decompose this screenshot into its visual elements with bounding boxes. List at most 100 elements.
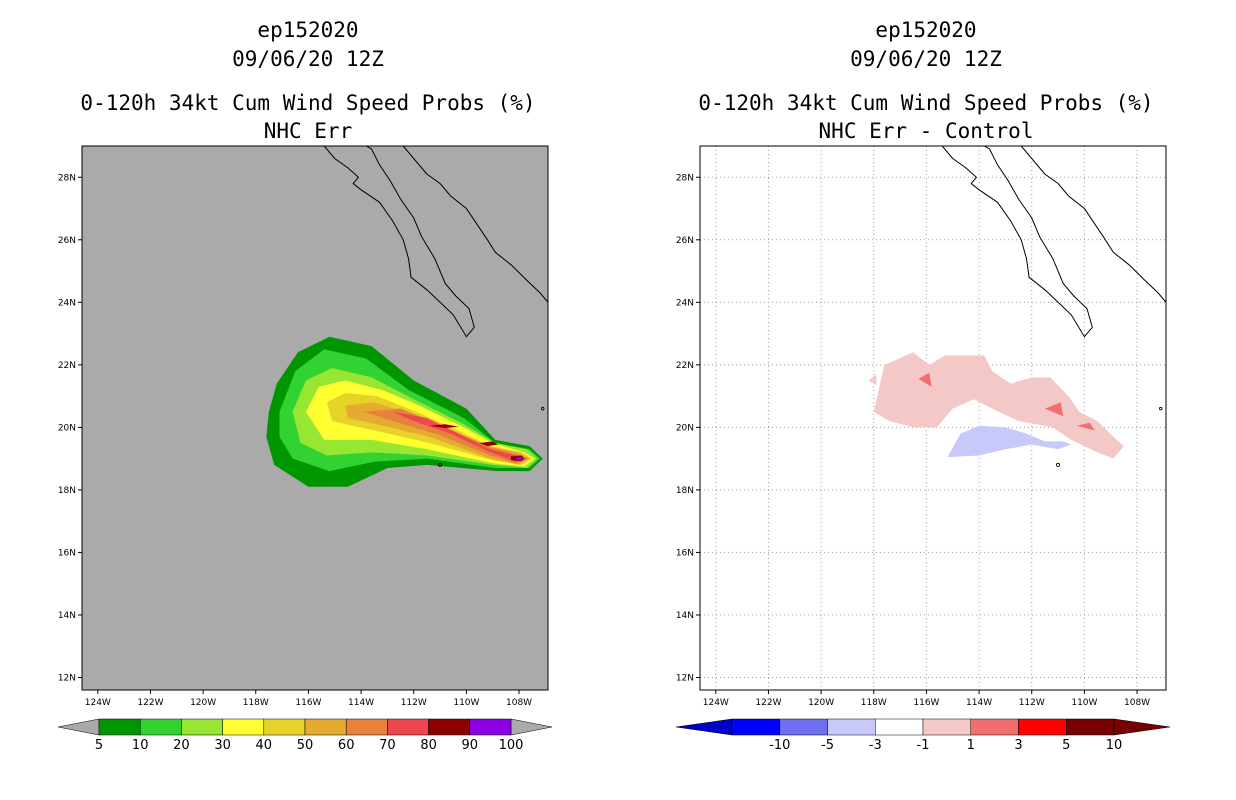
colorbar-label: 3 <box>1014 738 1022 753</box>
colorbar-label: -5 <box>821 738 834 753</box>
island-marker <box>1056 462 1061 467</box>
left-title-date: 09/06/20 12Z <box>232 47 384 71</box>
y-tick-label: 22N <box>58 361 76 371</box>
y-tick-label: 12N <box>676 673 694 683</box>
x-tick-label: 112W <box>401 698 427 708</box>
right-y-ticks: 12N 14N 16N 18N 20N 22N 24N 26N 28N <box>676 173 700 683</box>
colorbar-box <box>875 718 924 736</box>
colorbar-label: 20 <box>173 738 190 753</box>
colorbar-label: 5 <box>95 738 103 753</box>
right-title-storm: ep152020 <box>875 18 976 42</box>
x-tick-label: 114W <box>348 698 374 708</box>
x-tick-label: 118W <box>243 698 269 708</box>
colorbar-label: -1 <box>917 738 930 753</box>
x-tick-label: 120W <box>808 698 834 708</box>
x-tick-label: 116W <box>913 698 939 708</box>
colorbar-box <box>779 718 828 736</box>
colorbar-label: 10 <box>1106 738 1123 753</box>
y-tick-label: 14N <box>676 611 694 621</box>
colorbar-label: -10 <box>769 738 790 753</box>
colorbar-high-triangle <box>510 718 553 736</box>
baja-coastline <box>323 146 475 338</box>
y-tick-label: 26N <box>676 236 694 246</box>
left-title-product: 0-120h 34kt Cum Wind Speed Probs (%) <box>80 91 535 115</box>
island-marker <box>438 462 443 467</box>
y-tick-label: 20N <box>58 423 76 433</box>
colorbar-box <box>304 718 347 736</box>
colorbar-box <box>428 718 471 736</box>
right-x-ticks: 124W 122W 120W 118W 116W 114W 112W 110W 108W <box>703 690 1150 708</box>
contour-level-80 <box>479 441 498 447</box>
x-tick-label: 110W <box>453 698 479 708</box>
left-coastline <box>323 146 548 467</box>
colorbar-box <box>731 718 780 736</box>
contour-level-70 <box>392 411 526 462</box>
x-tick-label: 122W <box>755 698 781 708</box>
colorbar-box <box>387 718 429 736</box>
left-contours <box>266 336 543 487</box>
right-map-frame <box>699 145 1167 691</box>
island-marker <box>541 406 545 411</box>
y-tick-label: 18N <box>676 486 694 496</box>
x-tick-label: 120W <box>190 698 216 708</box>
left-map-frame <box>81 145 549 691</box>
right-coastline <box>941 146 1166 467</box>
colorbar-box <box>1018 718 1067 736</box>
right-title-subtitle: NHC Err - Control <box>819 119 1034 143</box>
right-title-product: 0-120h 34kt Cum Wind Speed Probs (%) <box>698 91 1153 115</box>
colorbar-box <box>827 718 876 736</box>
baja-coastline <box>941 146 1093 338</box>
colorbar-box <box>970 718 1019 736</box>
colorbar-low-triangle <box>57 718 100 736</box>
x-tick-label: 110W <box>1071 698 1097 708</box>
colorbar-box <box>263 718 306 736</box>
contour-level-90 <box>516 456 523 461</box>
left-colorbar: 5 10 20 30 40 50 60 70 80 90 100 <box>57 718 553 753</box>
x-tick-label: 122W <box>137 698 163 708</box>
left-y-ticks: 12N 14N 16N 18N 20N 22N 24N 26N 28N <box>58 173 82 683</box>
x-tick-label: 124W <box>703 698 729 708</box>
island-marker <box>1159 406 1163 411</box>
left-x-ticks: 124W 122W 120W 118W 116W 114W 112W 110W 108W <box>85 690 532 708</box>
contour-level-3 <box>1044 402 1064 417</box>
y-tick-label: 16N <box>58 548 76 558</box>
y-tick-label: 28N <box>58 173 76 183</box>
contour-level-3 <box>1076 422 1095 431</box>
y-tick-label: 26N <box>58 236 76 246</box>
colorbar-label: 1 <box>967 738 975 753</box>
right-title-date: 09/06/20 12Z <box>850 47 1002 71</box>
right-colorbar: -10 -5 -3 -1 1 3 5 10 <box>675 718 1171 753</box>
x-tick-label: 124W <box>85 698 111 708</box>
y-tick-label: 22N <box>676 361 694 371</box>
colorbar-label: 40 <box>256 738 273 753</box>
right-panel: ep152020 09/06/20 12Z 0-120h 34kt Cum Wi… <box>675 18 1171 753</box>
contour-level-1 <box>868 374 877 386</box>
colorbar-box <box>139 718 182 736</box>
colorbar-low-triangle <box>675 718 733 736</box>
colorbar-box <box>222 718 265 736</box>
colorbar-label: 5 <box>1062 738 1070 753</box>
mainland-coastline <box>402 146 548 303</box>
contour-level-1 <box>873 352 1124 459</box>
x-tick-label: 116W <box>295 698 321 708</box>
colorbar-box <box>922 718 971 736</box>
x-tick-label: 118W <box>861 698 887 708</box>
colorbar-label: 30 <box>214 738 231 753</box>
y-tick-label: 18N <box>58 486 76 496</box>
colorbar-box <box>345 718 388 736</box>
colorbar-label: 80 <box>420 738 437 753</box>
colorbar-label: -3 <box>869 738 882 753</box>
x-tick-label: 108W <box>506 698 532 708</box>
colorbar-box <box>98 718 141 736</box>
colorbar-high-triangle <box>1113 718 1171 736</box>
x-tick-label: 112W <box>1019 698 1045 708</box>
colorbar-label: 90 <box>462 738 479 753</box>
colorbar-label: 100 <box>499 738 524 753</box>
y-tick-label: 16N <box>676 548 694 558</box>
x-tick-label: 108W <box>1124 698 1150 708</box>
left-title-subtitle: NHC Err <box>264 119 353 143</box>
y-tick-label: 20N <box>676 423 694 433</box>
contour-level-3 <box>918 372 932 387</box>
colorbar-label: 50 <box>297 738 314 753</box>
y-tick-label: 12N <box>58 673 76 683</box>
